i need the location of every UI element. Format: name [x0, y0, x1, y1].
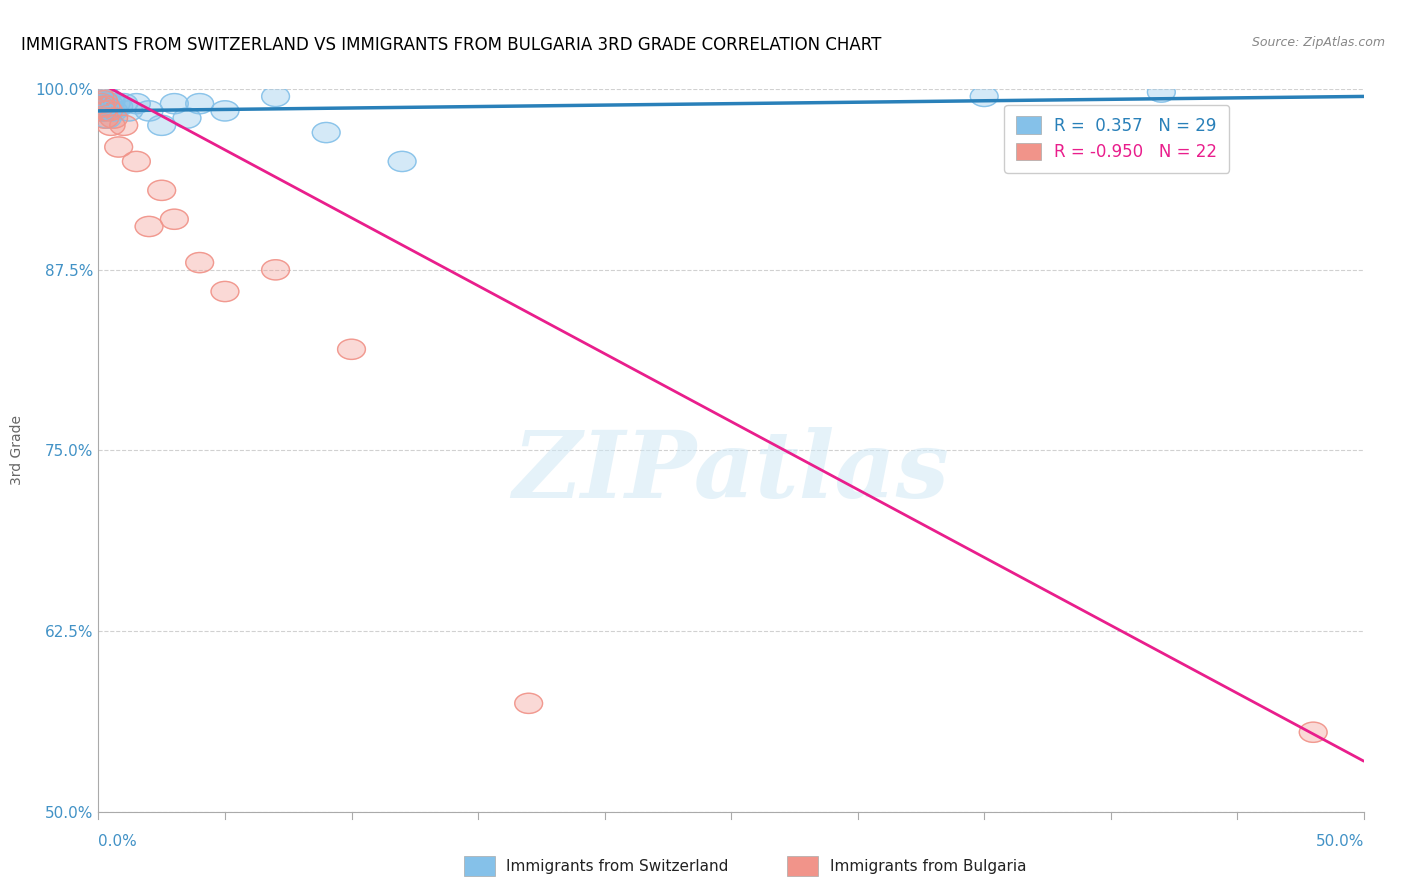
Ellipse shape — [515, 693, 543, 714]
Ellipse shape — [97, 115, 125, 136]
Ellipse shape — [89, 101, 117, 121]
Ellipse shape — [110, 94, 138, 114]
Text: ZIPatlas: ZIPatlas — [513, 427, 949, 517]
Text: 50.0%: 50.0% — [1316, 834, 1364, 849]
Text: Immigrants from Bulgaria: Immigrants from Bulgaria — [830, 859, 1026, 873]
Ellipse shape — [89, 91, 117, 111]
Ellipse shape — [100, 101, 128, 121]
Text: Immigrants from Switzerland: Immigrants from Switzerland — [506, 859, 728, 873]
Ellipse shape — [160, 209, 188, 229]
Ellipse shape — [93, 87, 120, 106]
Ellipse shape — [122, 94, 150, 114]
Ellipse shape — [160, 94, 188, 114]
Ellipse shape — [105, 136, 132, 157]
Ellipse shape — [94, 101, 122, 121]
Ellipse shape — [135, 217, 163, 236]
Ellipse shape — [211, 281, 239, 301]
Ellipse shape — [262, 87, 290, 106]
Ellipse shape — [93, 108, 121, 128]
Ellipse shape — [186, 252, 214, 273]
Ellipse shape — [337, 339, 366, 359]
Legend: R =  0.357   N = 29, R = -0.950   N = 22: R = 0.357 N = 29, R = -0.950 N = 22 — [1004, 104, 1229, 173]
Ellipse shape — [91, 96, 118, 117]
Ellipse shape — [135, 101, 163, 121]
Ellipse shape — [86, 87, 114, 106]
Ellipse shape — [211, 101, 239, 121]
Ellipse shape — [93, 96, 120, 117]
Ellipse shape — [312, 122, 340, 143]
Ellipse shape — [90, 91, 118, 111]
Ellipse shape — [87, 101, 114, 121]
Ellipse shape — [87, 96, 114, 117]
Text: 0.0%: 0.0% — [98, 834, 138, 849]
Ellipse shape — [388, 152, 416, 171]
Ellipse shape — [105, 96, 132, 117]
Ellipse shape — [970, 87, 998, 106]
Ellipse shape — [148, 115, 176, 136]
Ellipse shape — [89, 101, 117, 121]
Ellipse shape — [87, 96, 115, 117]
Y-axis label: 3rd Grade: 3rd Grade — [10, 416, 24, 485]
Ellipse shape — [262, 260, 290, 280]
Ellipse shape — [173, 108, 201, 128]
Ellipse shape — [97, 91, 125, 111]
Ellipse shape — [115, 101, 143, 121]
Ellipse shape — [94, 94, 122, 114]
Ellipse shape — [91, 108, 118, 128]
Ellipse shape — [110, 115, 138, 136]
Ellipse shape — [87, 94, 115, 114]
Ellipse shape — [148, 180, 176, 201]
Ellipse shape — [103, 94, 131, 114]
Ellipse shape — [87, 94, 115, 114]
Ellipse shape — [86, 87, 114, 106]
Text: IMMIGRANTS FROM SWITZERLAND VS IMMIGRANTS FROM BULGARIA 3RD GRADE CORRELATION CH: IMMIGRANTS FROM SWITZERLAND VS IMMIGRANT… — [21, 36, 882, 54]
Text: Source: ZipAtlas.com: Source: ZipAtlas.com — [1251, 36, 1385, 49]
Ellipse shape — [1147, 82, 1175, 103]
Ellipse shape — [186, 94, 214, 114]
Ellipse shape — [100, 108, 128, 128]
Ellipse shape — [122, 152, 150, 171]
Ellipse shape — [1299, 723, 1327, 742]
Ellipse shape — [90, 94, 118, 114]
